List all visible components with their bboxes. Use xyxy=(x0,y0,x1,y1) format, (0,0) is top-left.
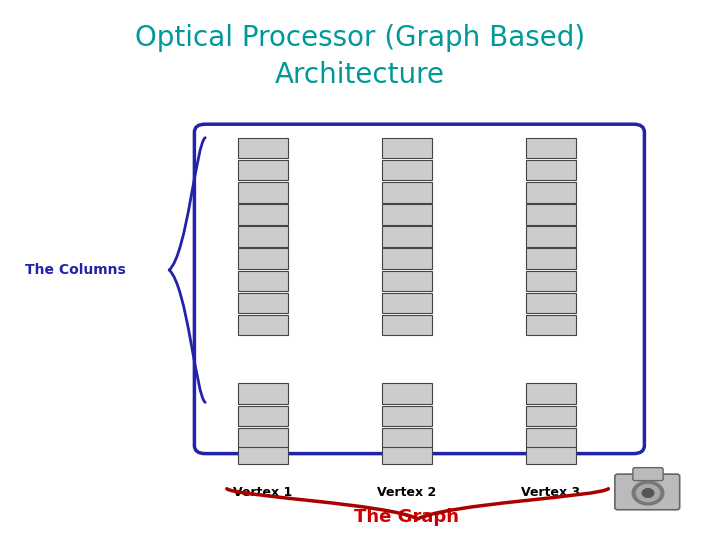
Bar xyxy=(382,293,432,313)
Bar xyxy=(526,428,576,448)
Bar xyxy=(526,383,576,404)
Bar xyxy=(238,248,288,269)
Bar xyxy=(382,248,432,269)
Bar xyxy=(238,406,288,426)
Text: The Graph: The Graph xyxy=(354,509,459,526)
Bar xyxy=(526,182,576,202)
Circle shape xyxy=(632,481,664,505)
Bar xyxy=(382,428,432,448)
Bar xyxy=(382,182,432,202)
Bar xyxy=(238,160,288,180)
Bar xyxy=(382,226,432,247)
Bar xyxy=(382,138,432,158)
Bar xyxy=(526,271,576,291)
Bar xyxy=(526,204,576,225)
Bar xyxy=(382,383,432,404)
Bar xyxy=(382,315,432,335)
Bar xyxy=(238,428,288,448)
Bar xyxy=(238,226,288,247)
Bar xyxy=(526,248,576,269)
Bar xyxy=(526,406,576,426)
Bar xyxy=(526,226,576,247)
Bar xyxy=(382,160,432,180)
Bar xyxy=(238,315,288,335)
FancyBboxPatch shape xyxy=(615,474,680,510)
Text: Optical Processor (Graph Based)
Architecture: Optical Processor (Graph Based) Architec… xyxy=(135,24,585,89)
Text: Vertex 3: Vertex 3 xyxy=(521,486,580,499)
Bar xyxy=(382,271,432,291)
Bar xyxy=(382,204,432,225)
Bar xyxy=(238,271,288,291)
Bar xyxy=(238,138,288,158)
Bar xyxy=(382,447,432,464)
FancyBboxPatch shape xyxy=(633,468,663,481)
Circle shape xyxy=(636,484,660,502)
Bar xyxy=(238,204,288,225)
Bar xyxy=(526,160,576,180)
Bar xyxy=(526,315,576,335)
Bar xyxy=(526,293,576,313)
Text: The Columns: The Columns xyxy=(25,263,126,277)
Bar xyxy=(526,138,576,158)
Text: Vertex 1: Vertex 1 xyxy=(233,486,292,499)
Bar xyxy=(238,182,288,202)
Bar xyxy=(238,447,288,464)
Circle shape xyxy=(642,489,654,497)
Bar xyxy=(238,383,288,404)
Bar xyxy=(526,447,576,464)
Bar xyxy=(238,293,288,313)
Text: Vertex 2: Vertex 2 xyxy=(377,486,436,499)
Bar xyxy=(382,406,432,426)
